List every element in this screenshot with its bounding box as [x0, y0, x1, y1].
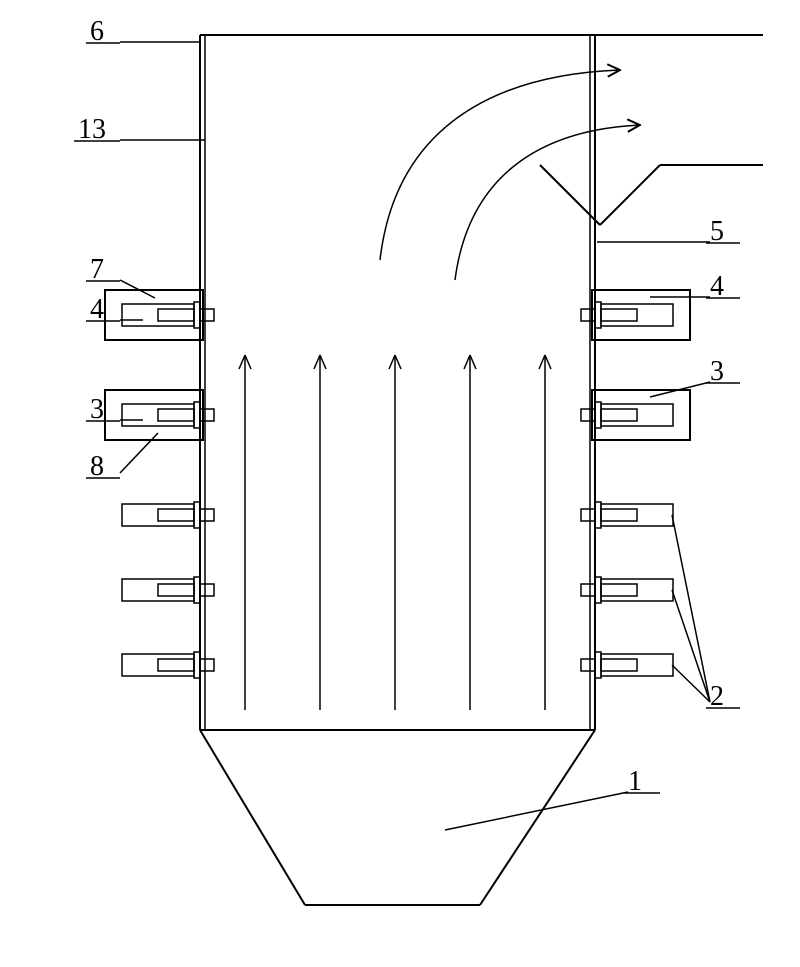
outlet-funnel [540, 35, 763, 250]
boxed-nozzle [581, 390, 690, 440]
plain-nozzle [581, 577, 673, 603]
plain-nozzle [581, 502, 673, 528]
plain-nozzle [122, 577, 214, 603]
callouts: 613743854321 [74, 16, 740, 830]
flow-arrows-curved [380, 70, 640, 280]
plain-nozzle [122, 502, 214, 528]
flow-arrows-vertical [245, 355, 545, 710]
plain-nozzle [122, 652, 214, 678]
plain-nozzle [581, 652, 673, 678]
boxed-nozzle [105, 390, 214, 440]
boxed-nozzle [105, 290, 214, 340]
